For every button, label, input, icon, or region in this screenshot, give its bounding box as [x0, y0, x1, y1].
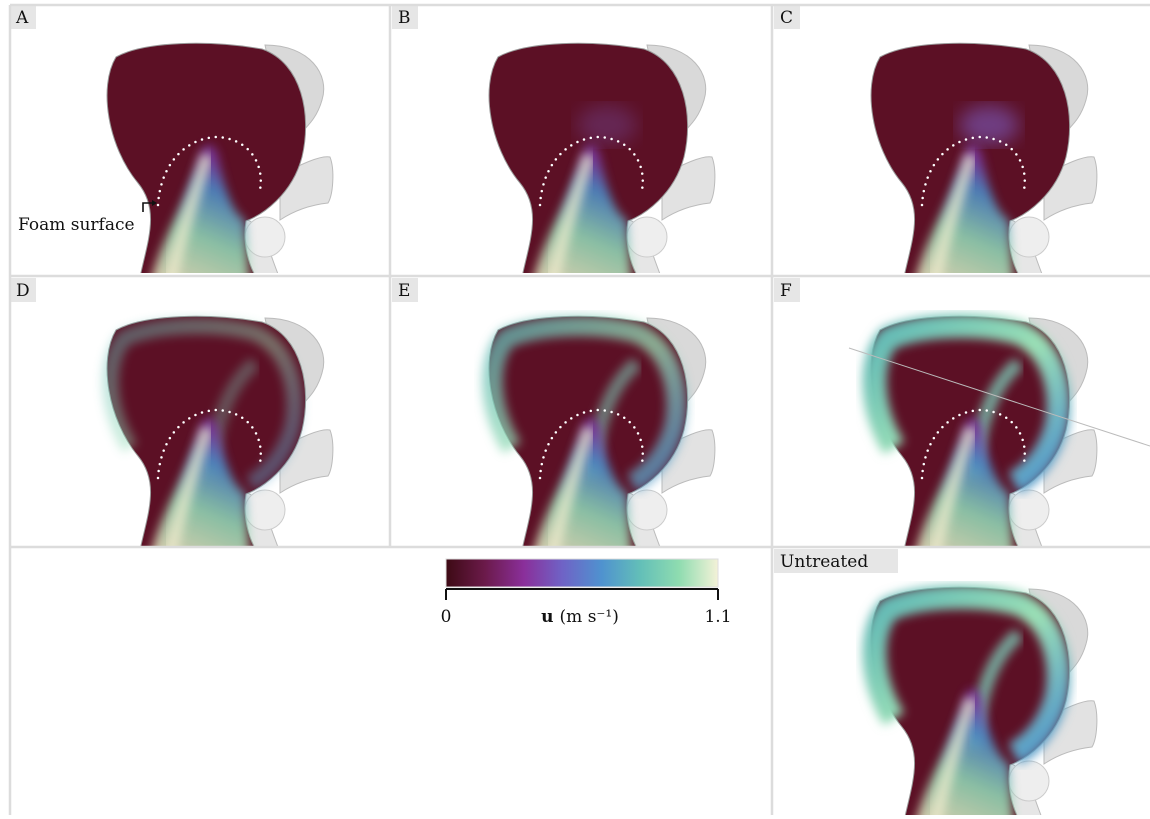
- panel: Untreated: [774, 549, 1097, 815]
- figure: A B C D E F Untreated u (m s⁻¹) 0 1.1 Foam surfa…: [0, 0, 1150, 815]
- annotation: Foam surface: [18, 200, 157, 235]
- vessel: [627, 217, 667, 257]
- colorbar-unit: (m s⁻¹): [560, 607, 619, 627]
- flow-glow: [577, 105, 637, 145]
- vessel: [1009, 490, 1049, 530]
- panel-label: Untreated: [780, 552, 868, 572]
- vessel: [245, 217, 285, 257]
- panel: E: [392, 278, 715, 558]
- panel-label: C: [780, 8, 793, 28]
- colorbar-tick-label: 1.1: [704, 607, 731, 627]
- colorbar-gradient: [446, 559, 718, 587]
- panel: B: [392, 5, 715, 285]
- panel-label: F: [780, 281, 792, 301]
- panel-image: [871, 43, 1097, 285]
- panel-image: [871, 316, 1097, 558]
- panel-label: E: [398, 281, 410, 301]
- page: {"panels": [{"label": "A"}, {"label": "B…: [0, 0, 1150, 815]
- annotation-label: Foam surface: [18, 215, 135, 235]
- panel: D: [10, 278, 333, 558]
- panel-image: [107, 316, 333, 558]
- panel: A: [10, 5, 333, 285]
- colorbar-tick-label: 0: [441, 607, 452, 627]
- panel-image: [489, 316, 715, 558]
- panel: C: [774, 5, 1097, 285]
- vessel: [1009, 217, 1049, 257]
- panel: F: [774, 278, 1150, 558]
- vessel: [627, 490, 667, 530]
- panel-label: D: [16, 281, 30, 301]
- colorbar-symbol: u: [541, 607, 553, 627]
- colorbar: u (m s⁻¹) 0 1.1: [441, 559, 732, 627]
- vessel: [1009, 761, 1049, 801]
- panel-image: [871, 587, 1097, 815]
- panel-label: A: [15, 8, 29, 28]
- flow-glow: [959, 105, 1019, 145]
- panel-image: [107, 43, 333, 285]
- panel-label: B: [398, 8, 411, 28]
- panels: A B C D E F Untreated: [10, 5, 1150, 815]
- vessel: [245, 490, 285, 530]
- colorbar-label: u (m s⁻¹): [541, 607, 619, 627]
- panel-image: [489, 43, 715, 285]
